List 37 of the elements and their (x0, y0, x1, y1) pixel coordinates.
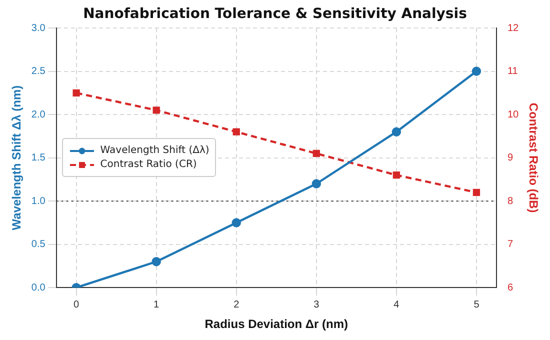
point (312, 179, 322, 188)
point (312, 150, 320, 158)
y-axis-title: Wavelength Shift Δλ (nm) (10, 85, 24, 230)
y2-tick-label: 6 (507, 282, 514, 294)
point (152, 106, 160, 114)
y2-tick-label: 10 (507, 109, 520, 120)
x-tick-label: 5 (474, 299, 480, 310)
point (72, 89, 80, 96)
x-tick-label: 1 (154, 299, 160, 310)
point (232, 218, 241, 228)
point (472, 66, 482, 76)
y-tick-label: 2.5 (31, 66, 46, 78)
x-tick-label: 3 (314, 299, 320, 310)
point (152, 257, 161, 266)
y-tick-label: 3.0 (31, 22, 46, 34)
y2-tick-label: 11 (507, 66, 518, 78)
y-tick-label: 2.0 (31, 109, 46, 120)
chart-title: Nanofabrication Tolerance & Sensitivity Analysis (82, 6, 468, 22)
x-tick-label: 0 (74, 299, 80, 310)
point (472, 188, 480, 196)
y2-tick-label: 9 (507, 152, 514, 164)
y-tick-label: 0.5 (31, 239, 46, 250)
point (232, 128, 240, 136)
x-tick-label: 4 (394, 299, 400, 310)
point (392, 127, 402, 136)
y2-tick-label: 8 (507, 196, 514, 207)
y-tick-label: 0.0 (31, 282, 46, 294)
point (392, 172, 400, 179)
legend-label: Wavelength Shift (Δλ) (100, 145, 210, 156)
y-tick-label: 1.0 (31, 196, 46, 207)
y-tick-label: 1.5 (31, 152, 46, 164)
x-axis-title: Radius Deviation Δr (nm) (204, 317, 348, 332)
x-tick-label: 2 (234, 299, 240, 310)
y2-tick-label: 7 (507, 239, 514, 250)
y2-axis-title: Contrast Ratio (dB) (526, 102, 540, 213)
legend-label: Contrast Ratio (CR) (100, 159, 197, 170)
y2-tick-label: 12 (507, 22, 520, 34)
